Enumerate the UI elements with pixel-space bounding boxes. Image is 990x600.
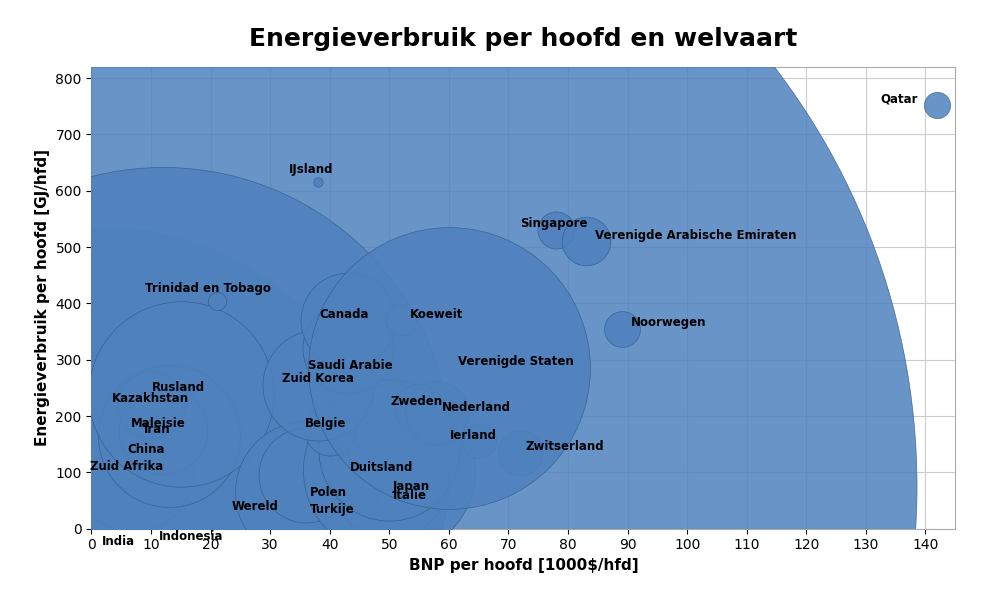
Text: IJsland: IJsland (289, 163, 334, 176)
Title: Energieverbruik per hoofd en welvaart: Energieverbruik per hoofd en welvaart (249, 27, 798, 51)
Text: Trinidad en Tobago: Trinidad en Tobago (146, 282, 271, 295)
Text: Italie: Italie (393, 489, 427, 502)
Text: Singapore: Singapore (521, 217, 588, 230)
Point (441, 364, 456, 373)
Point (513, 448, 529, 457)
Text: Noorwegen: Noorwegen (631, 316, 706, 329)
Text: Canada: Canada (319, 308, 368, 320)
Text: Rusland: Rusland (152, 381, 205, 394)
Point (298, 487, 314, 497)
Text: Qatar: Qatar (880, 92, 918, 106)
Point (155, 425, 171, 435)
Point (548, 226, 564, 235)
Text: Zwitserland: Zwitserland (526, 440, 604, 453)
Point (310, 178, 326, 187)
Text: Japan: Japan (393, 481, 430, 493)
Point (173, 389, 189, 398)
Text: Koeweit: Koeweit (410, 308, 463, 320)
Point (95, 510, 111, 520)
Point (429, 409, 445, 418)
Point (322, 425, 338, 435)
Point (340, 316, 355, 325)
Point (381, 445, 397, 455)
Text: Iran: Iran (144, 423, 170, 436)
Text: Verenigde Arabische Emiraten: Verenigde Arabische Emiraten (595, 229, 796, 242)
Text: Zuid Korea: Zuid Korea (282, 373, 354, 385)
Point (161, 431, 177, 440)
Text: Ierland: Ierland (450, 429, 497, 442)
Text: Zweden: Zweden (390, 395, 443, 408)
Point (209, 296, 225, 305)
Text: India: India (102, 535, 135, 548)
Point (470, 437, 486, 446)
Text: Zuid Afrika: Zuid Afrika (90, 460, 163, 473)
Point (221, 482, 237, 491)
Text: Maleisie: Maleisie (131, 418, 185, 430)
Text: Indonesia: Indonesia (159, 530, 224, 543)
Point (310, 380, 326, 390)
Point (155, 504, 171, 514)
Text: Turkije: Turkije (310, 503, 354, 516)
Text: Nederland: Nederland (443, 401, 511, 413)
Text: Verenigde Staten: Verenigde Staten (457, 355, 573, 368)
Text: China: China (127, 443, 164, 456)
Text: Saudi Arabie: Saudi Arabie (308, 359, 393, 373)
Text: Polen: Polen (310, 486, 346, 499)
X-axis label: BNP per hoofd [1000$/hfd]: BNP per hoofd [1000$/hfd] (409, 558, 639, 573)
Point (578, 236, 594, 246)
Text: Belgie: Belgie (305, 418, 346, 430)
Point (614, 324, 630, 334)
Text: Duitsland: Duitsland (350, 461, 414, 474)
Point (381, 473, 397, 483)
Text: Kazakhstan: Kazakhstan (112, 392, 189, 405)
Y-axis label: Energieverbruik per hoofd [GJ/hfd]: Energieverbruik per hoofd [GJ/hfd] (35, 149, 50, 446)
Text: Wereld: Wereld (232, 500, 279, 513)
Point (393, 316, 409, 325)
Point (930, 100, 945, 110)
Point (144, 400, 159, 410)
Point (340, 344, 355, 353)
Point (125, 467, 141, 477)
Point (155, 451, 171, 460)
Point (411, 403, 427, 412)
Point (381, 465, 397, 475)
Point (298, 470, 314, 480)
